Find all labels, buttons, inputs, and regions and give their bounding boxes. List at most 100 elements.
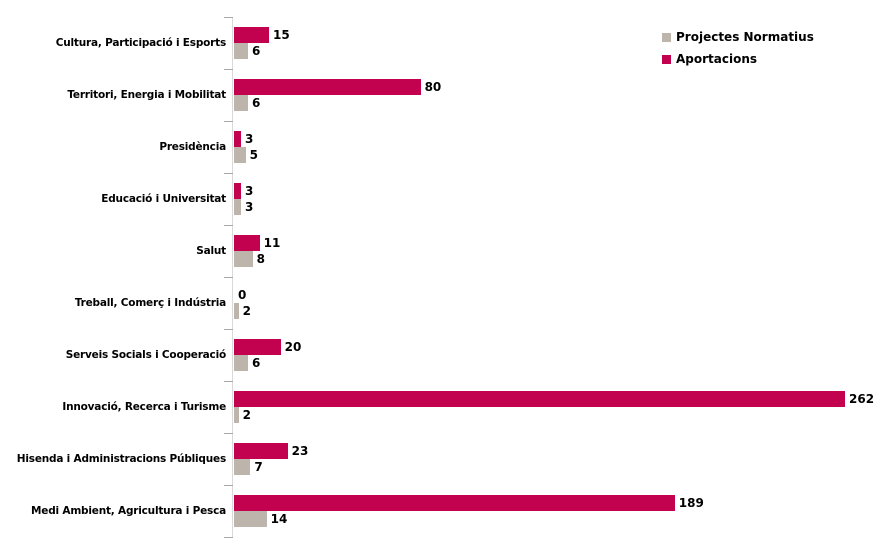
projectes-normatius-bar-line: 14 [234,511,884,527]
aportacions-bar [234,183,241,199]
aportacions-bar-line: 15 [234,27,884,43]
aportacions-bar-line: 3 [234,131,884,147]
category-label: Educació i Universitat [101,193,226,205]
value-label: 3 [244,200,254,214]
projectes-normatius-bar [234,511,267,527]
legend-swatch-aportacions [662,54,671,64]
projectes-normatius-bar-line: 6 [234,355,884,371]
axis-tick [224,121,233,122]
projectes-normatius-bar [234,95,248,111]
value-label: 3 [244,132,254,146]
bar-row: Innovació, Recerca i Turisme 262 2 [0,381,884,433]
aportacions-bar [234,495,675,511]
axis-tick [224,225,233,226]
value-label: 6 [251,356,261,370]
aportacions-bar [234,131,241,147]
bar-row: Educació i Universitat 3 3 [0,173,884,225]
aportacions-bar-line: 23 [234,443,884,459]
projectes-normatius-bar [234,355,248,371]
value-label: 14 [270,512,288,526]
value-label: 80 [424,80,442,94]
projectes-normatius-bar-line: 5 [234,147,884,163]
axis-tick [224,537,233,538]
axis-tick [224,381,233,382]
bar-row: Medi Ambient, Agricultura i Pesca 189 14 [0,485,884,537]
value-label: 189 [678,496,704,510]
projectes-normatius-bar [234,251,253,267]
bar-group: 80 6 [226,69,884,121]
value-label: 2 [242,304,252,318]
aportacions-bar [234,235,260,251]
category-label: Salut [196,245,226,257]
axis-tick [224,173,233,174]
axis-tick [224,433,233,434]
bar-row: Presidència 3 5 [0,121,884,173]
value-label: 262 [849,392,875,406]
projectes-normatius-bar [234,303,239,319]
projectes-normatius-bar [234,43,248,59]
legend-swatch-projectes-normatius [662,32,671,42]
category-label: Cultura, Participació i Esports [55,37,226,49]
axis-tick [224,69,233,70]
projectes-normatius-bar-line: 8 [234,251,884,267]
legend-label-projectes-normatius: Projectes Normatius [676,30,814,44]
bar-row: Serveis Socials i Cooperació 20 6 [0,329,884,381]
aportacions-bar-line: 20 [234,339,884,355]
bar-group: 189 14 [226,485,884,537]
category-label: Territori, Energia i Mobilitat [67,89,226,101]
aportacions-bar-line: 3 [234,183,884,199]
aportacions-bar [234,443,288,459]
value-label: 0 [238,288,247,302]
projectes-normatius-bar-line: 7 [234,459,884,475]
legend-label-aportacions: Aportacions [676,52,758,66]
value-label: 2 [242,408,252,422]
projectes-normatius-bar-line: 2 [234,407,884,423]
value-label: 5 [249,148,259,162]
bar-row: Treball, Comerç i Indústria 0 2 [0,277,884,329]
projectes-normatius-bar [234,147,246,163]
value-label: 15 [272,28,290,42]
bar-row: Territori, Energia i Mobilitat 80 6 [0,69,884,121]
aportacions-bar-line: 262 [234,391,884,407]
aportacions-bar-line: 189 [234,495,884,511]
category-label: Presidència [159,141,226,153]
projectes-normatius-bar-line: 2 [234,303,884,319]
bar-group: 262 2 [226,381,884,433]
bar-group: 15 6 [226,17,884,69]
projectes-normatius-bar [234,459,251,475]
value-label: 8 [256,252,266,266]
value-label: 6 [251,44,261,58]
aportacions-bar [234,27,269,43]
projectes-normatius-bar-line: 6 [234,95,884,111]
value-label: 23 [291,444,309,458]
value-label: 7 [254,460,263,474]
aportacions-bar [234,79,421,95]
value-label: 6 [251,96,261,110]
bar-group: 11 8 [226,225,884,277]
projectes-normatius-bar [234,407,239,423]
aportacions-bar [234,339,281,355]
value-label: 11 [263,236,281,250]
projectes-normatius-bar [234,199,241,215]
bar-group: 20 6 [226,329,884,381]
projectes-normatius-bar-line: 6 [234,43,884,59]
aportacions-bar-line: 11 [234,235,884,251]
axis-tick [224,485,233,486]
legend: Projectes Normatius Aportacions [662,30,814,74]
category-label: Hisenda i Administracions Públiques [16,453,226,465]
value-label: 3 [244,184,254,198]
axis-tick [224,17,233,18]
category-label: Treball, Comerç i Indústria [74,297,226,309]
value-label: 20 [284,340,302,354]
projectes-normatius-bar-line: 3 [234,199,884,215]
chart-rows: Cultura, Participació i Esports 15 6 Territ… [0,17,884,537]
axis-tick [224,329,233,330]
bar-group: 23 7 [226,433,884,485]
bar-row: Salut 11 8 [0,225,884,277]
aportacions-bar [234,391,845,407]
category-label: Medi Ambient, Agricultura i Pesca [31,505,226,517]
